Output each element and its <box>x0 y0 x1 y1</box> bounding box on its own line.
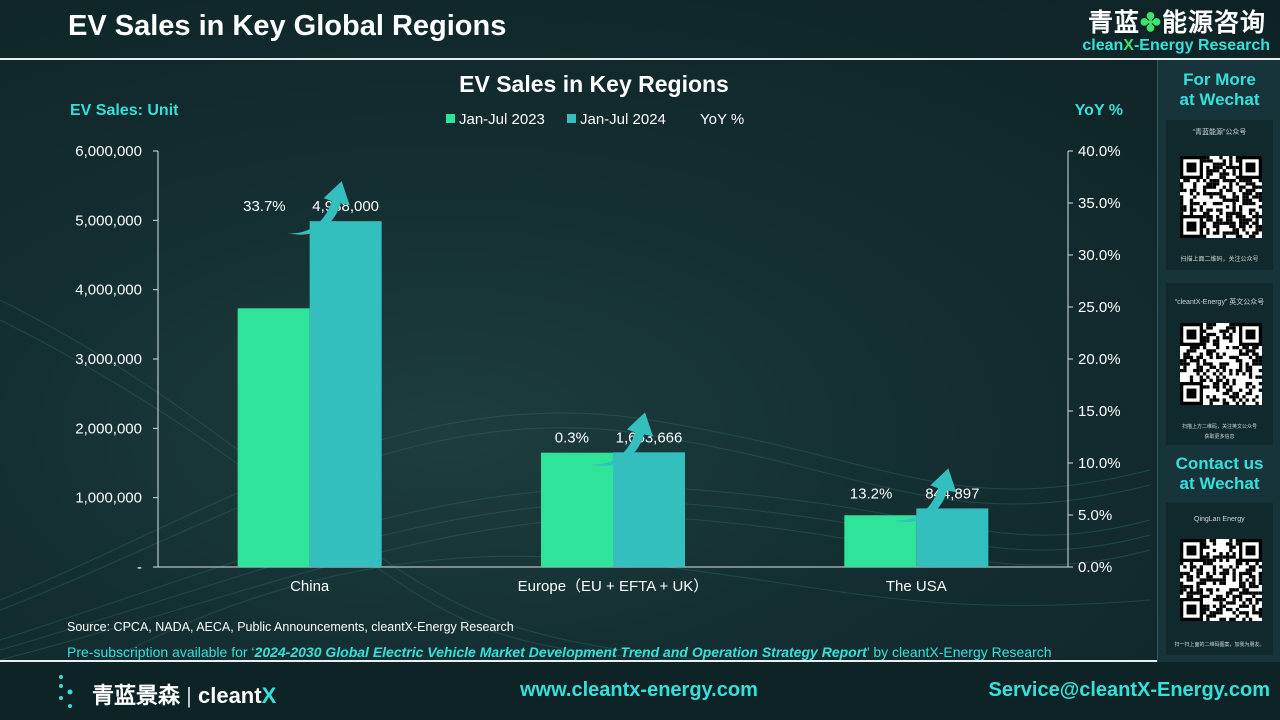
brand-en-x: X <box>1123 37 1134 54</box>
y2-tick-label: 40.0% <box>1078 143 1121 160</box>
email-link[interactable]: Service@cleantX-Energy.com <box>988 679 1270 701</box>
footer: 青蓝景森 | cleantX www.cleantx-energy.com Se… <box>0 662 1280 720</box>
contact-title-line: Contact us <box>1175 454 1264 473</box>
y2-tick-label: 20.0% <box>1078 351 1121 368</box>
qr-code-icon[interactable] <box>1180 323 1262 405</box>
legend-label: Jan-Jul 2023 <box>459 111 545 128</box>
y2-tick-label: 10.0% <box>1078 455 1121 472</box>
bar-2024 <box>916 508 989 567</box>
bar-2024 <box>613 452 685 567</box>
header-bar: EV Sales in Key Global Regions 青蓝✤能源咨询 c… <box>0 0 1280 58</box>
brand-cn-left: 青蓝 <box>1088 9 1141 37</box>
up-arrow-icon <box>894 468 957 522</box>
ev-sales-chart: EV Sales in Key Regions EV Sales: Unit Y… <box>67 71 1123 660</box>
arrow-shape <box>591 412 653 466</box>
footer-logo: 青蓝景森 | cleantX <box>92 683 277 708</box>
up-arrow-icon <box>591 412 653 466</box>
y2-axis-title: YoY % <box>1075 102 1123 119</box>
y-tick-label: 6,000,000 <box>75 143 142 160</box>
yoy-label: 13.2% <box>850 485 893 502</box>
footer-divider <box>0 660 1157 662</box>
y2-tick-label: 25.0% <box>1078 299 1121 316</box>
source-note: Source: CPCA, NADA, AECA, Public Announc… <box>67 620 514 634</box>
presubscription-note: Pre-subscription available for ‘2024-203… <box>67 644 1052 660</box>
qr3-caption: QingLan Energy <box>1194 516 1245 523</box>
x-tick-label: Europe（EU + EFTA + UK） <box>518 578 709 595</box>
bar-2023 <box>541 452 613 567</box>
arrow-shape <box>287 181 350 235</box>
wechat-sidebar: For More at Wechat “青蓝能源”公众号 扫描上面二维码，关注公众… <box>1157 60 1280 662</box>
y-tick-label: 3,000,000 <box>75 351 142 368</box>
y2-tick-label: 35.0% <box>1078 195 1121 212</box>
y-tick-label: 2,000,000 <box>75 420 142 437</box>
page-title: EV Sales in Key Global Regions <box>68 10 507 42</box>
qr-card-contact: QingLan Energy 扫一扫上面的二维码图案，加我为朋友。 <box>1166 503 1273 655</box>
presub-prefix: Pre-subscription available for ‘ <box>67 644 255 660</box>
qr2-subcaption: 扫描上方二维码，关注英文公众号 <box>1181 424 1257 430</box>
legend-swatch <box>446 114 455 123</box>
y2-tick-label: 30.0% <box>1078 247 1121 264</box>
yoy-label: 0.3% <box>555 429 589 446</box>
dots-icon <box>59 675 73 708</box>
legend-label-yoy: YoY % <box>700 111 744 128</box>
arrow-shape <box>894 468 957 522</box>
y-tick-label: 1,000,000 <box>75 490 142 507</box>
website-link[interactable]: www.cleantx-energy.com <box>520 679 758 701</box>
qr3-subcaption: 扫一扫上面的二维码图案，加我为朋友。 <box>1174 642 1265 648</box>
y-tick-label: 4,000,000 <box>75 282 142 299</box>
y-axis-title: EV Sales: Unit <box>70 102 179 119</box>
yoy-markers: 33.7% 0.3% 13.2% <box>243 181 957 522</box>
more-title-line: at Wechat <box>1179 90 1260 109</box>
brand-en-pre: clean <box>1082 37 1124 54</box>
legend-label: Jan-Jul 2024 <box>580 111 666 128</box>
qr-card-en: “cleantX-Energy” 英文公众号 扫描上方二维码，关注英文公众号 获… <box>1166 283 1273 445</box>
brand-en-post: -Energy Research <box>1133 37 1270 54</box>
qr-code-icon[interactable] <box>1180 539 1262 621</box>
x-tick-label: China <box>290 578 330 595</box>
qr-card-cn: “青蓝能源”公众号 扫描上面二维码，关注公众号 <box>1166 120 1273 270</box>
y-tick-label: 5,000,000 <box>75 212 142 229</box>
more-title-line: For More <box>1183 70 1256 89</box>
footer-logo-en: cleant <box>197 683 262 708</box>
chart-title: EV Sales in Key Regions <box>459 71 729 97</box>
footer-logo-x: X <box>261 683 277 708</box>
header-divider <box>0 58 1280 60</box>
clover-icon: ✤ <box>1140 9 1162 37</box>
brand-logo-en: cleanX-Energy Research <box>1082 37 1270 55</box>
bar-2024 <box>309 221 382 567</box>
yoy-label: 33.7% <box>243 198 286 215</box>
qr2-caption: “cleantX-Energy” 英文公众号 <box>1174 299 1265 306</box>
brand-logo-cn: 青蓝✤能源咨询 <box>1088 3 1266 39</box>
footer-logo-cn: 青蓝景森 <box>92 683 181 708</box>
bar-2023 <box>237 308 310 567</box>
bars <box>237 221 989 567</box>
qr1-subcaption: 扫描上面二维码，关注公众号 <box>1180 257 1259 263</box>
presub-report-title[interactable]: 2024-2030 Global Electric Vehicle Market… <box>254 644 869 660</box>
x-tick-label: The USA <box>886 578 947 595</box>
more-at-wechat-title: For More at Wechat <box>1158 70 1280 110</box>
bar-2023 <box>844 515 917 567</box>
presub-suffix: ’ by cleantX-Energy Research <box>867 644 1052 660</box>
qr-code-icon[interactable] <box>1180 156 1262 238</box>
y2-tick-label: 15.0% <box>1078 403 1121 420</box>
qr2-subcaption-2: 获取更多信息 <box>1204 434 1235 440</box>
y2-tick-label: 5.0% <box>1078 507 1112 524</box>
y-tick-label: - <box>137 559 142 576</box>
legend: Jan-Jul 2023 Jan-Jul 2024 YoY % <box>446 111 744 128</box>
contact-at-wechat-title: Contact us at Wechat <box>1158 454 1280 494</box>
contact-title-line: at Wechat <box>1179 474 1260 493</box>
y2-tick-label: 0.0% <box>1078 559 1112 576</box>
legend-swatch <box>567 114 576 123</box>
up-arrow-icon <box>287 181 350 235</box>
qr1-caption: “青蓝能源”公众号 <box>1192 129 1247 136</box>
brand-cn-right: 能源咨询 <box>1161 9 1266 37</box>
